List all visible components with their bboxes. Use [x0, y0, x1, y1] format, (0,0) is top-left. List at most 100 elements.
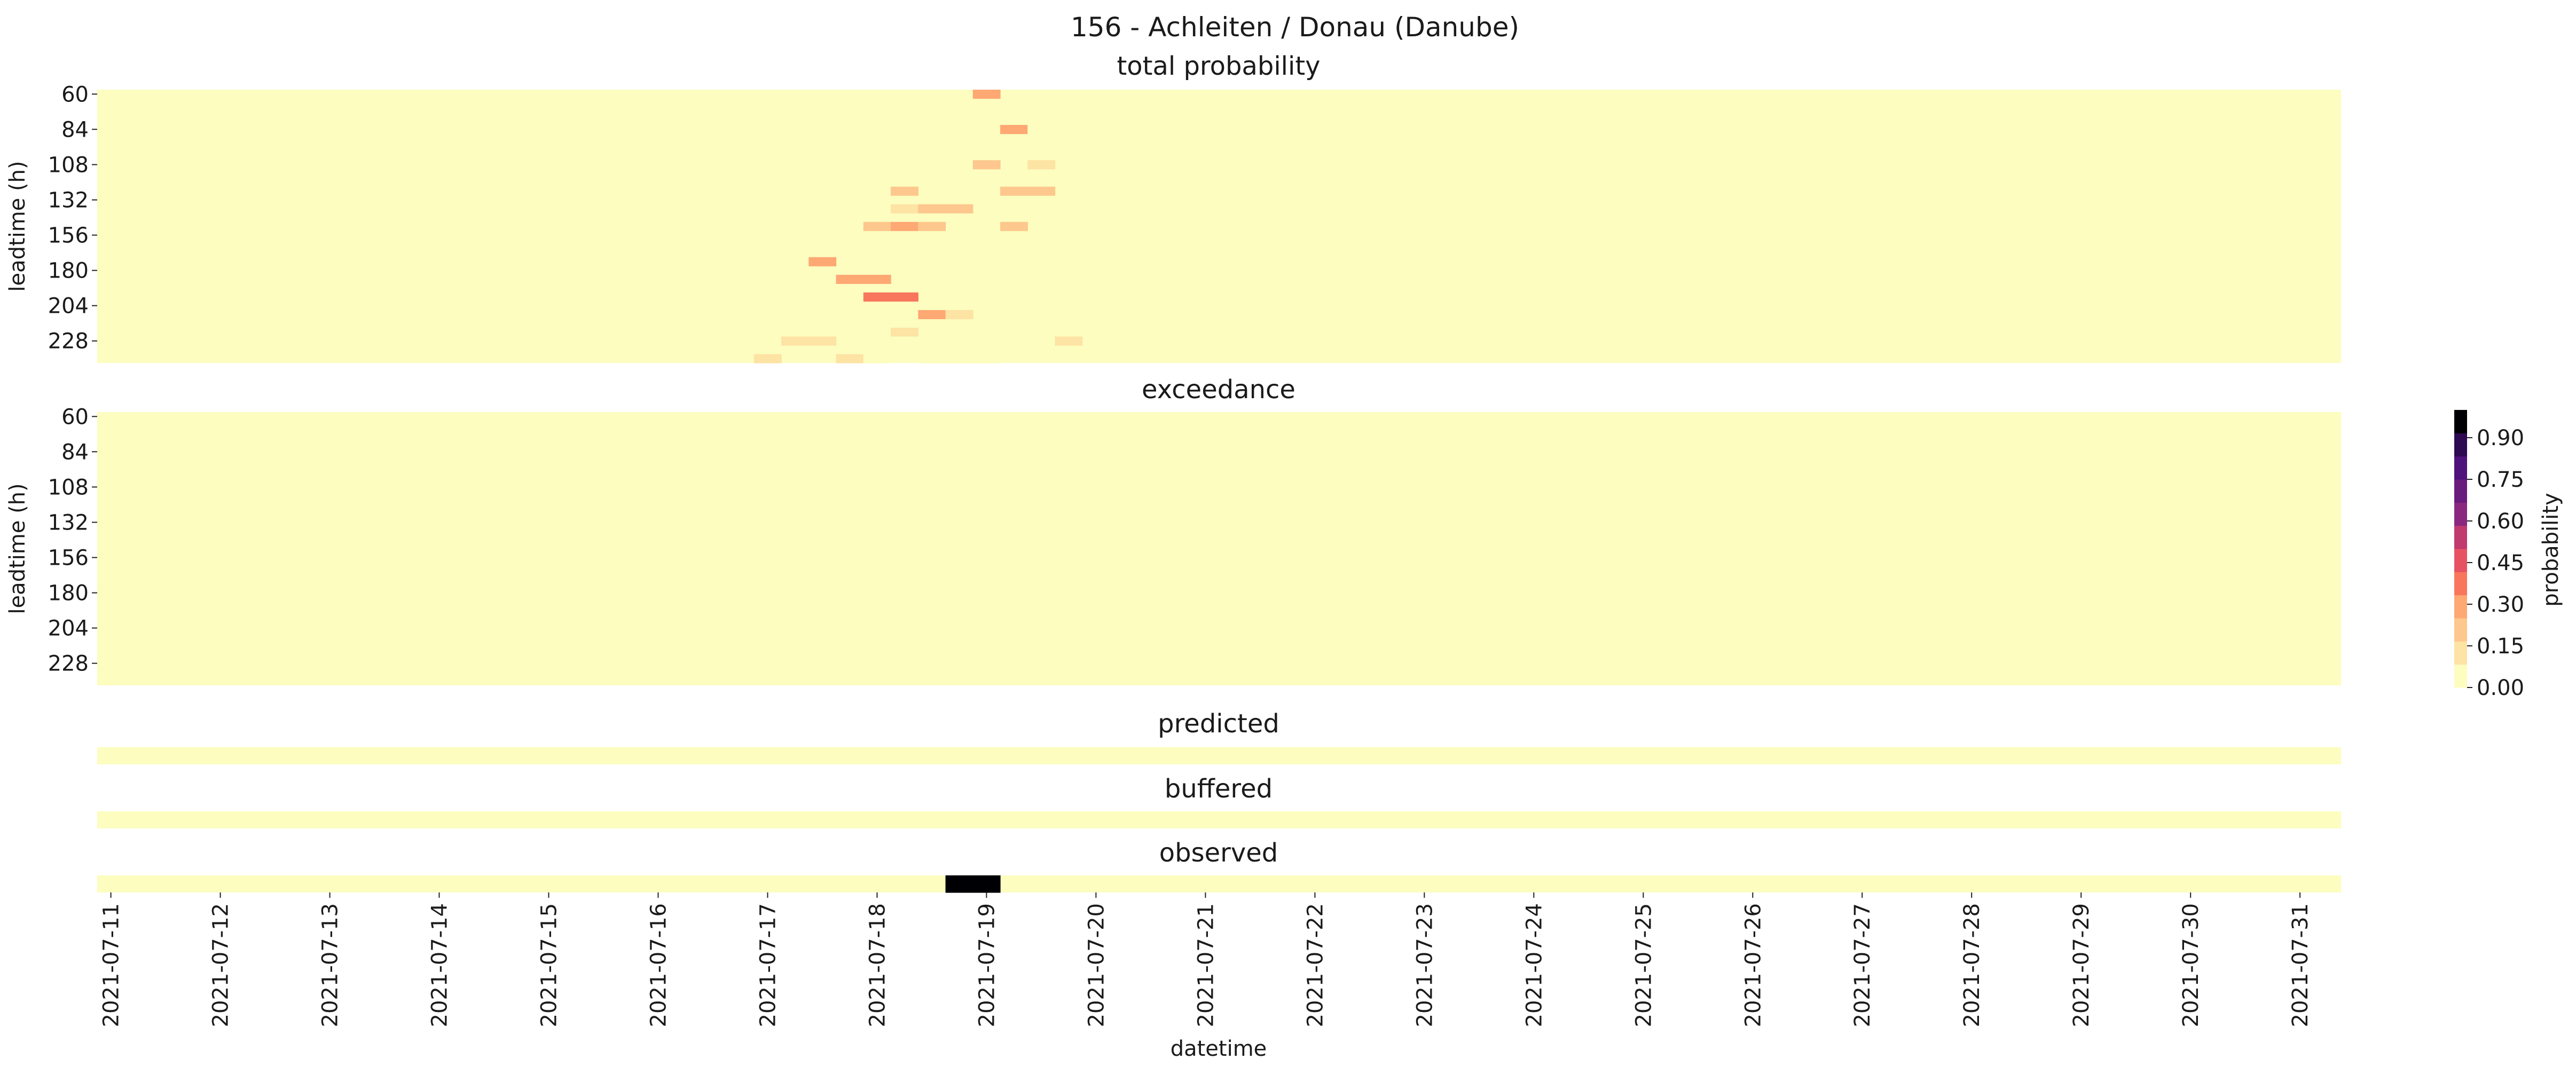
x-tick-label: 2021-07-16 [647, 903, 671, 1027]
heatmap-cell [1000, 125, 1028, 135]
heatmap-cell [863, 274, 891, 284]
heatmap-cell [1027, 160, 1056, 170]
y-tick-label: 60 [61, 82, 89, 107]
x-tick-label: 2021-07-12 [209, 903, 233, 1027]
x-tick-label: 2021-07-21 [1193, 903, 1218, 1027]
x-tick-labels: 2021-07-11 2021-07-12 2021-07-13 2021-07-14… [99, 892, 2313, 1027]
colorbar-swatch [2454, 456, 2467, 480]
y-tick-label: 156 [48, 224, 89, 248]
heatmap-cell [891, 292, 918, 302]
y-axis-label: leadtime (h) [5, 483, 30, 614]
x-tick-label: 2021-07-17 [756, 903, 781, 1027]
x-tick-label: 2021-07-26 [1741, 903, 1765, 1027]
heatmap-cell [1055, 336, 1083, 346]
heatmap-cell [808, 257, 837, 266]
heatmap-cell [836, 274, 864, 284]
x-tick-label: 2021-07-11 [99, 903, 124, 1027]
colorbar: 0.00 0.15 0.30 0.45 0.60 0.75 0.90 probability [2454, 410, 2563, 700]
heatmap-cell [945, 125, 973, 135]
heatmap-cell [1000, 186, 1028, 196]
heatmap-cell [836, 327, 864, 337]
x-tick-label: 2021-07-23 [1412, 903, 1437, 1027]
colorbar-tick-label: 0.90 [2477, 426, 2524, 450]
heatmap-cell [972, 160, 1001, 170]
heatmap-cell [918, 310, 946, 320]
x-tick-label: 2021-07-27 [1850, 903, 1875, 1027]
heatmap-cell [918, 204, 946, 214]
heatmap-cell [918, 336, 946, 346]
y-tick-label: 204 [48, 294, 89, 319]
y-tick-label: 204 [48, 616, 89, 641]
heatmap-cell [781, 336, 809, 346]
x-tick-label: 2021-07-14 [428, 903, 452, 1027]
heatmap-cell [918, 125, 946, 135]
heatmap-cell [945, 310, 973, 320]
y-tick-labels: 60 84 108 132 156 180 204 228 [48, 82, 97, 354]
heatmap-background [97, 412, 2341, 685]
heatmap-cell [863, 354, 891, 363]
heatmap-cell [891, 310, 918, 320]
panel-exceedance: exceedance 60 84 108 132 156 180 204 228 leadti… [5, 375, 2341, 685]
y-tick-label: 132 [48, 511, 89, 535]
x-tick-label: 2021-07-22 [1303, 903, 1328, 1027]
colorbar-swatch [2454, 410, 2467, 433]
colorbar-tick-label: 0.15 [2477, 634, 2524, 659]
heatmap-cell [972, 875, 1001, 893]
heatmap-cell [945, 204, 973, 214]
x-tick-label: 2021-07-20 [1084, 903, 1109, 1027]
x-tick-label: 2021-07-28 [1960, 903, 1984, 1027]
colorbar-swatch [2454, 664, 2467, 688]
heatmap-cell [891, 204, 918, 214]
panel-title-predicted: predicted [1158, 709, 1279, 739]
heatmap-cell [1082, 239, 1110, 249]
heatmap-strip [97, 875, 2341, 892]
y-tick-label: 180 [48, 259, 89, 283]
heatmap-cell [863, 336, 891, 346]
heatmap-cell [863, 310, 891, 320]
heatmap-cell [972, 354, 1001, 363]
heatmap-cell [918, 222, 946, 231]
x-tick-label: 2021-07-13 [318, 903, 343, 1027]
colorbar-swatches [2454, 410, 2467, 688]
heatmap-cell [836, 354, 864, 363]
panel-title-total-probability: total probability [1117, 51, 1320, 81]
colorbar-swatch [2454, 641, 2467, 665]
heatmap-cell [1055, 239, 1083, 249]
colorbar-tick-label: 0.30 [2477, 592, 2524, 617]
colorbar-tick-label: 0.75 [2477, 468, 2524, 492]
y-tick-label: 180 [48, 581, 89, 606]
colorbar-tick-label: 0.45 [2477, 551, 2524, 575]
heatmap-cell [891, 327, 918, 337]
heatmap-cell [972, 90, 1001, 99]
colorbar-swatch [2454, 502, 2467, 526]
heatmap-cell [891, 186, 918, 196]
y-axis-label: leadtime (h) [5, 161, 30, 291]
colorbar-swatch [2454, 479, 2467, 503]
heatmap-cell [808, 336, 837, 346]
panel-title-buffered: buffered [1165, 774, 1273, 804]
figure-title: 156 - Achleiten / Donau (Danube) [1071, 12, 1519, 43]
y-tick-label: 60 [61, 405, 89, 429]
x-tick-label: 2021-07-29 [2069, 903, 2094, 1027]
panel-observed: observed [97, 838, 2341, 893]
heatmap-cell [918, 354, 946, 363]
colorbar-swatch [2454, 525, 2467, 549]
y-tick-label: 156 [48, 546, 89, 571]
heatmap-cell [1000, 327, 1028, 337]
panel-total-probability: total probability 60 84 108 132 156 180 204 228… [5, 51, 2341, 363]
heatmap-cell [945, 875, 973, 893]
heatmap-cells [753, 90, 1110, 363]
heatmap-cells [945, 875, 1001, 893]
colorbar-tick-label: 0.00 [2477, 676, 2524, 700]
y-tick-label: 108 [48, 475, 89, 500]
x-tick-label: 2021-07-31 [2288, 903, 2313, 1027]
heatmap-cell [1027, 327, 1056, 337]
y-tick-labels: 60 84 108 132 156 180 204 228 [48, 405, 97, 676]
heatmap-cell [1027, 125, 1056, 135]
x-tick-label: 2021-07-24 [1522, 903, 1546, 1027]
heatmap-strip [97, 811, 2341, 828]
x-tick-label: 2021-07-15 [537, 903, 562, 1027]
colorbar-swatch [2454, 433, 2467, 457]
colorbar-ticks: 0.00 0.15 0.30 0.45 0.60 0.75 0.90 [2467, 426, 2524, 700]
